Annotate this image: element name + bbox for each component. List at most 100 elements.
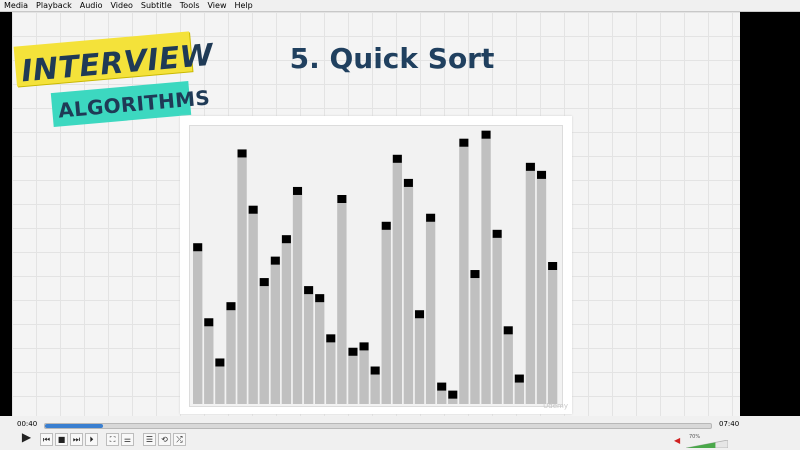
chart-panel <box>189 125 563 407</box>
bar-17 <box>370 366 380 404</box>
bar-6 <box>248 205 258 404</box>
menu-video[interactable]: Video <box>110 1 133 10</box>
bar-30 <box>514 374 525 404</box>
marker-14 <box>337 195 347 203</box>
marker-2 <box>204 318 214 327</box>
player-controls: 00:40 07:40 ▶ ⏮ ■ ⏭ ⏵ ⛶ ⚌ ☰ ⟲ ⤮ ◀ 70% <box>0 416 800 450</box>
fullscreen-button[interactable]: ⛶ <box>106 433 119 446</box>
volume-label: 70% <box>689 434 701 440</box>
bar-1 <box>193 243 203 404</box>
marker-8 <box>270 256 280 265</box>
seek-bar[interactable] <box>44 423 712 429</box>
bar-18 <box>381 221 391 404</box>
bar-14 <box>337 195 347 404</box>
bar-32 <box>536 170 547 404</box>
previous-button[interactable]: ⏮ <box>40 433 53 446</box>
bar-25 <box>459 138 469 404</box>
marker-23 <box>437 382 447 391</box>
marker-25 <box>459 138 469 147</box>
marker-28 <box>492 229 502 238</box>
bar-33 <box>547 262 558 404</box>
bar-31 <box>525 162 536 404</box>
chart-card: Udemy <box>180 116 572 414</box>
volume-fill <box>686 442 716 448</box>
marker-1 <box>193 243 203 252</box>
marker-11 <box>304 286 314 295</box>
watermark: Udemy <box>543 402 568 410</box>
marker-22 <box>426 213 436 222</box>
marker-7 <box>259 278 269 287</box>
marker-18 <box>381 221 391 230</box>
marker-6 <box>248 205 258 214</box>
shuffle-button[interactable]: ⤮ <box>173 433 186 446</box>
bar-15 <box>348 347 358 404</box>
marker-3 <box>215 358 225 367</box>
bar-20 <box>403 178 414 404</box>
menu-media[interactable]: Media <box>4 1 29 10</box>
marker-24 <box>448 390 458 399</box>
bar-11 <box>303 286 314 404</box>
marker-10 <box>293 186 303 195</box>
loop-button[interactable]: ⟲ <box>158 433 171 446</box>
menu-help[interactable]: Help <box>234 1 253 10</box>
marker-26 <box>470 270 480 279</box>
bar-8 <box>270 256 281 404</box>
playlist-button[interactable]: ☰ <box>143 433 156 446</box>
marker-16 <box>359 342 369 351</box>
marker-31 <box>525 162 535 171</box>
bar-10 <box>292 186 303 404</box>
marker-19 <box>392 154 402 163</box>
play-button[interactable]: ▶ <box>21 430 32 444</box>
menu-subtitle[interactable]: Subtitle <box>140 1 172 10</box>
marker-33 <box>548 262 558 270</box>
bar-7 <box>259 278 269 404</box>
menu-bar: Media Playback Audio Video Subtitle Tool… <box>0 0 800 12</box>
bar-27 <box>481 130 491 404</box>
menu-playback[interactable]: Playback <box>36 1 72 10</box>
video-area[interactable]: INTERVIEW ALGORITHMS 5. Quick Sort Udemy <box>12 12 740 416</box>
elapsed-time: 00:40 <box>17 420 38 428</box>
slide-title: 5. Quick Sort <box>289 42 495 75</box>
marker-13 <box>326 334 336 343</box>
bar-19 <box>392 154 403 404</box>
bar-28 <box>492 229 502 404</box>
volume-slider[interactable] <box>686 440 728 448</box>
bar-22 <box>425 213 436 404</box>
marker-29 <box>503 326 513 335</box>
bar-4 <box>226 302 236 404</box>
marker-5 <box>237 149 247 158</box>
bar-5 <box>237 149 247 404</box>
bar-21 <box>414 310 425 404</box>
menu-view[interactable]: View <box>207 1 227 10</box>
stop-button[interactable]: ■ <box>55 433 68 446</box>
bar-29 <box>503 326 513 404</box>
marker-12 <box>315 294 325 303</box>
bar-3 <box>215 358 225 404</box>
marker-15 <box>348 347 358 356</box>
bar-26 <box>470 270 480 404</box>
marker-9 <box>281 235 291 244</box>
bar-23 <box>437 382 447 404</box>
quick-sort-bar-chart <box>193 130 558 404</box>
marker-30 <box>514 374 524 383</box>
menu-audio[interactable]: Audio <box>79 1 103 10</box>
course-logo: INTERVIEW ALGORITHMS <box>12 31 215 134</box>
bar-16 <box>359 342 369 404</box>
next-button[interactable]: ⏭ <box>70 433 83 446</box>
seek-progress <box>45 424 103 428</box>
marker-20 <box>403 178 413 187</box>
total-time: 07:40 <box>719 420 740 428</box>
bar-12 <box>315 294 325 404</box>
bar-13 <box>326 334 336 404</box>
marker-27 <box>481 130 491 139</box>
bar-9 <box>281 235 292 404</box>
marker-17 <box>370 366 380 375</box>
mute-icon[interactable]: ◀ <box>674 436 681 445</box>
menu-tools[interactable]: Tools <box>179 1 200 10</box>
marker-32 <box>537 170 547 179</box>
marker-21 <box>415 310 425 319</box>
bar-2 <box>204 318 214 404</box>
extended-settings-button[interactable]: ⚌ <box>121 433 134 446</box>
frame-step-button[interactable]: ⏵ <box>85 433 98 446</box>
marker-4 <box>226 302 236 311</box>
